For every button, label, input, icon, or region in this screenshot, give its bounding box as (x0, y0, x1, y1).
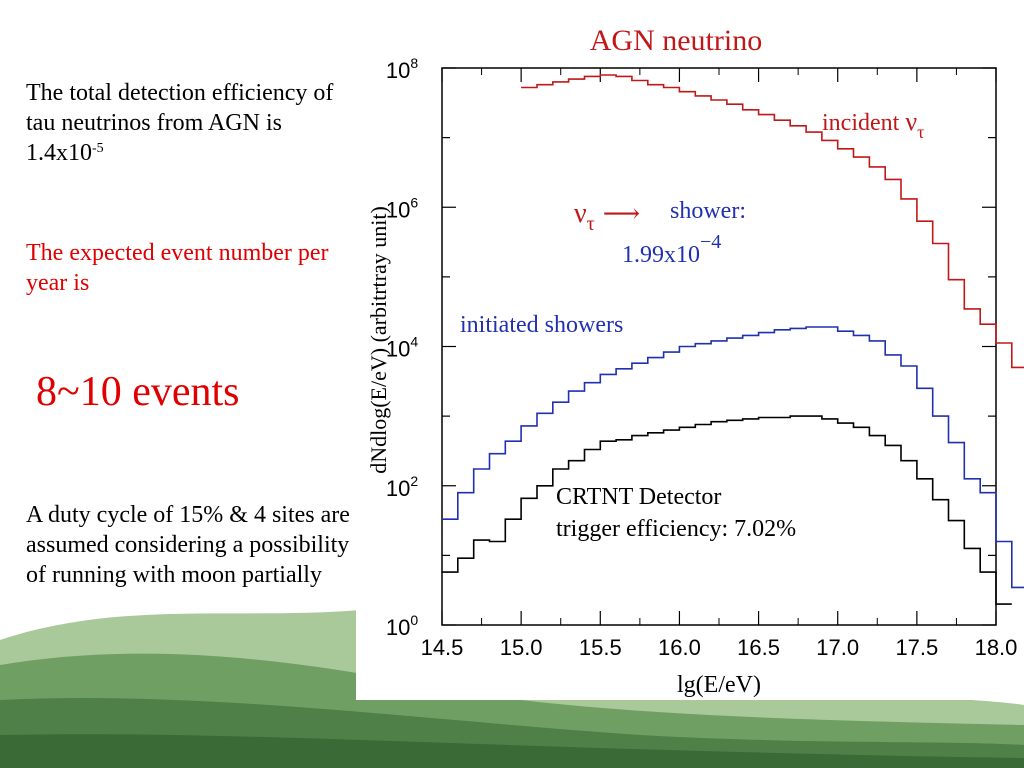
chart-title: AGN neutrino (590, 24, 762, 57)
nu-symbol: ν (905, 107, 917, 136)
y-tick-label: 104 (386, 334, 418, 362)
x-tick-label: 14.5 (421, 635, 464, 660)
incident-annotation: incident ντ (822, 107, 924, 142)
y-tick-label: 102 (386, 473, 418, 501)
tau-subscript: τ (917, 122, 924, 142)
exponent: -5 (92, 141, 104, 156)
ratio-exponent: −4 (700, 231, 721, 253)
x-tick-label: 15.0 (500, 635, 543, 660)
x-tick-label: 18.0 (975, 635, 1018, 660)
detector-label-line2: trigger efficiency: 7.02% (556, 516, 796, 542)
series-blue-histogram (442, 326, 1024, 589)
y-tick-label: 100 (386, 612, 418, 640)
chart-series (442, 74, 1024, 605)
x-tick-label: 16.0 (658, 635, 701, 660)
x-tick-label: 17.0 (816, 635, 859, 660)
detector-label-line1: CRTNT Detector (556, 484, 721, 510)
event-count-highlight: 8~10 events (36, 369, 240, 415)
y-tick-label: 106 (386, 194, 418, 222)
x-axis-label: lg(E/eV) (677, 672, 761, 698)
nu-tau-annotation: ντ ⟶ (574, 198, 640, 235)
chart-panel: AGN neutrino 14.5 15.0 15.5 16.0 16.5 17.0 17.… (356, 0, 1024, 700)
arrow-symbol: ⟶ (603, 199, 640, 228)
shower-label: shower: (670, 198, 746, 224)
detection-efficiency-text: The total detection efficiency of tau ne… (26, 80, 334, 166)
initiated-showers-label: initiated showers (460, 312, 623, 338)
x-tick-label: 15.5 (579, 635, 622, 660)
y-tick-label: 108 (386, 55, 418, 83)
ratio-annotation: 1.99x10−4 (622, 231, 721, 268)
y-axis-label: dNdlog(E/eV) (arbitrtray unit) (366, 206, 391, 474)
x-tick-label: 17.5 (895, 635, 938, 660)
series-black-histogram (442, 415, 1012, 605)
chart-axes: 14.5 15.0 15.5 16.0 16.5 17.0 17.5 18.0 100 102 10… (386, 55, 1018, 660)
expected-events-text: The expected event number per year is (26, 240, 329, 296)
nu-symbol: ν (574, 198, 587, 229)
x-tick-label: 16.5 (737, 635, 780, 660)
tau-subscript: τ (587, 213, 595, 235)
series-red-histogram (521, 74, 1024, 369)
agn-neutrino-chart: AGN neutrino 14.5 15.0 15.5 16.0 16.5 17.0 17.… (366, 24, 1024, 698)
duty-cycle-text: A duty cycle of 15% & 4 sites are assume… (26, 502, 350, 588)
